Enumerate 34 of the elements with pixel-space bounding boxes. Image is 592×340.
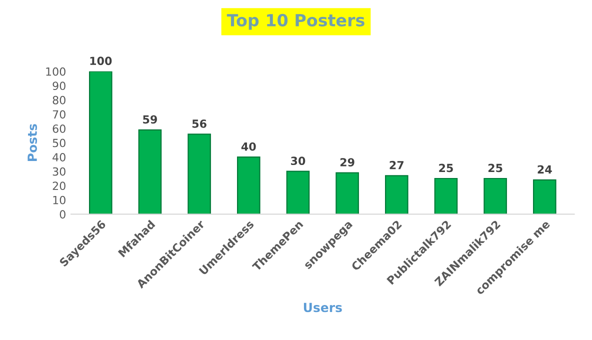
bar: [484, 178, 507, 214]
y-tick-label: 80: [52, 96, 66, 104]
bar: [532, 179, 556, 214]
y-tick-label: 90: [52, 82, 66, 90]
data-label: 24: [538, 165, 552, 174]
y-tick-label: 0: [60, 210, 66, 219]
y-tick-label: 10: [53, 196, 66, 204]
data-label: 25: [439, 164, 453, 172]
y-tick-label: 30: [52, 167, 66, 176]
y-tick-label: 60: [52, 124, 66, 133]
data-label: 25: [488, 164, 502, 172]
y-tick-label: 100: [46, 67, 66, 76]
data-label: 56: [192, 120, 206, 128]
x-axis-title: Users: [304, 302, 342, 312]
data-label: 40: [241, 142, 256, 151]
data-label: 100: [90, 56, 112, 66]
bar: [434, 178, 458, 214]
chart-title: Top 10 Posters: [226, 14, 364, 30]
bar: [286, 170, 310, 214]
data-label: 30: [290, 156, 306, 166]
y-tick-label: 50: [52, 138, 66, 148]
bar: [384, 175, 408, 214]
y-tick-label: 70: [52, 110, 66, 119]
bar: [88, 71, 112, 214]
y-tick-label: 40: [52, 153, 66, 162]
data-label: 29: [340, 158, 354, 166]
data-label: 59: [143, 115, 157, 124]
bar: [188, 134, 211, 214]
bar: [138, 129, 162, 214]
y-axis-title: Posts: [28, 124, 37, 161]
bar: [236, 156, 260, 214]
data-label: 27: [390, 160, 404, 170]
y-tick-label: 20: [52, 182, 66, 190]
bar: [336, 172, 359, 214]
